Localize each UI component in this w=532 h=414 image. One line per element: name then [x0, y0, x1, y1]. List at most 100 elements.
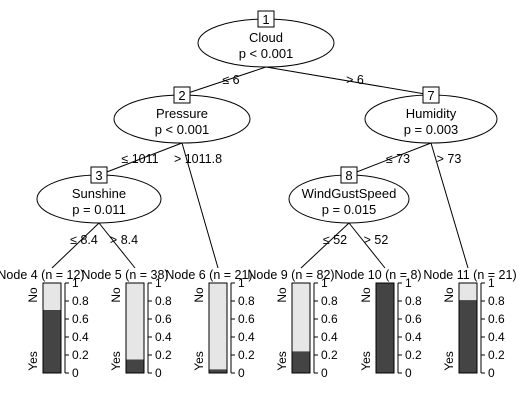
class-label-no: No: [192, 287, 206, 303]
axis-tick-label: 0.2: [321, 348, 338, 362]
class-label-yes: Yes: [26, 351, 40, 371]
axis-tick-label: 0.6: [321, 312, 338, 326]
terminal-title: Node 6 (n = 21): [165, 268, 252, 282]
edge-2-6: [181, 142, 219, 269]
axis-tick-label: 1: [72, 276, 79, 290]
node-variable: Pressure: [156, 106, 208, 121]
axis-tick-label: 0.6: [72, 312, 89, 326]
node-variable: Humidity: [406, 106, 457, 121]
axis-tick-label: 0.8: [405, 294, 422, 308]
axis-tick-label: 0: [488, 366, 495, 380]
axis-tick-label: 0: [405, 366, 412, 380]
edge-1-2: [181, 66, 267, 96]
axis-tick-label: 0.6: [488, 312, 505, 326]
bar-yes-segment: [126, 359, 144, 373]
bar-no-segment: [209, 283, 227, 370]
node-id: 7: [427, 88, 434, 103]
node-id: 3: [95, 168, 102, 183]
edge-8-10: [348, 222, 386, 269]
edge-label-3-5: > 8.4: [110, 233, 138, 247]
edge-3-5: [98, 222, 136, 269]
bar-yes-segment: [376, 283, 394, 373]
axis-tick-label: 0.4: [155, 330, 172, 344]
bar-yes-segment: [43, 310, 61, 373]
edge-8-9: [300, 222, 350, 269]
axis-tick-label: 0.8: [155, 294, 172, 308]
axis-tick-label: 0: [238, 366, 245, 380]
axis-tick-label: 0.2: [488, 348, 505, 362]
bar-yes-segment: [459, 300, 477, 373]
axis-tick-label: 0.2: [155, 348, 172, 362]
class-label-yes: Yes: [442, 351, 456, 371]
node-p-value: p < 0.001: [239, 46, 294, 61]
edge-7-8: [348, 142, 432, 176]
bar-outline: [375, 282, 395, 374]
node-variable: Sunshine: [72, 186, 126, 201]
bar-yes-segment: [209, 369, 227, 373]
edge-label-8-9: ≤ 52: [323, 233, 347, 247]
node-p-value: p = 0.015: [322, 202, 377, 217]
edge-label-8-10: > 52: [364, 233, 389, 247]
edge-label-2-6: > 1011.8: [174, 152, 222, 166]
node-p-value: p < 0.001: [155, 122, 210, 137]
edges: ≤ 6 > 6 ≤ 1011 > 1011.8 ≤ 8.4 > 8.4 ≤ 73 > 73 ≤ …: [51, 66, 469, 269]
node-id: 2: [178, 88, 185, 103]
terminal-title: Node 9 (n = 82): [247, 268, 334, 282]
axis-tick-label: 0.2: [405, 348, 422, 362]
edge-label-1-7: > 6: [346, 73, 364, 87]
node-id: 8: [345, 168, 352, 183]
node-variable: Cloud: [249, 30, 283, 45]
edge-label-7-8: ≤ 73: [386, 152, 410, 166]
bar-outline: [42, 282, 62, 374]
terminal-node-11: Node 11 (n = 21) No Yes 1 0.8 0.6 0.4 0.2 0: [423, 268, 516, 380]
axis-tick-label: 0.2: [72, 348, 89, 362]
class-label-yes: Yes: [275, 351, 289, 371]
node-id-box: [90, 166, 108, 184]
bar-outline: [458, 282, 478, 374]
terminal-title: Node 11 (n = 21): [423, 268, 516, 282]
axis-tick-label: 1: [321, 276, 328, 290]
terminal-node-4: Node 4 (n = 12) No Yes 1 0.8 0.6 0.4 0.2 0: [0, 268, 89, 380]
node-id-box: [173, 86, 191, 104]
axis-tick-label: 1: [155, 276, 162, 290]
terminal-node-6: Node 6 (n = 21) No Yes 1 0.8 0.6 0.4 0.2 0: [165, 268, 255, 380]
node-p-value: p = 0.011: [72, 202, 126, 217]
class-label-no: No: [109, 287, 123, 303]
bar-no-segment: [292, 283, 310, 352]
axis-tick-label: 0.8: [488, 294, 505, 308]
edge-3-4: [51, 222, 100, 269]
axis-tick-label: 0: [72, 366, 79, 380]
bar-no-segment: [459, 283, 477, 301]
axis-tick-label: 0.6: [405, 312, 422, 326]
axis-tick-label: 0.4: [238, 330, 255, 344]
node-id-box: [340, 166, 358, 184]
edge-2-3: [98, 142, 183, 176]
terminal-title: Node 5 (n = 38): [81, 268, 168, 282]
axis-tick-label: 0: [155, 366, 162, 380]
axis-tick-label: 0.4: [488, 330, 505, 344]
class-label-no: No: [442, 287, 456, 303]
terminal-node-9: Node 9 (n = 82) No Yes 1 0.8 0.6 0.4 0.2 0: [247, 268, 338, 380]
axis-tick-label: 0.6: [238, 312, 255, 326]
axis-tick-label: 0.4: [405, 330, 422, 344]
bar-outline: [291, 282, 311, 374]
bar-outline: [208, 282, 228, 374]
node-variable: WindGustSpeed: [302, 186, 397, 201]
edge-label-2-3: ≤ 1011: [121, 152, 158, 166]
class-label-no: No: [359, 287, 373, 303]
axis-tick-label: 0.4: [321, 330, 338, 344]
edge-7-11: [430, 142, 469, 269]
edge-label-3-4: ≤ 8.4: [70, 233, 98, 247]
edge-1-7: [265, 66, 432, 96]
edge-label-1-2: ≤ 6: [222, 73, 239, 87]
node-id: 1: [262, 12, 269, 27]
axis-tick-label: 0: [321, 366, 328, 380]
node-id-box: [257, 10, 275, 28]
class-label-yes: Yes: [359, 351, 373, 371]
class-label-yes: Yes: [109, 351, 123, 371]
